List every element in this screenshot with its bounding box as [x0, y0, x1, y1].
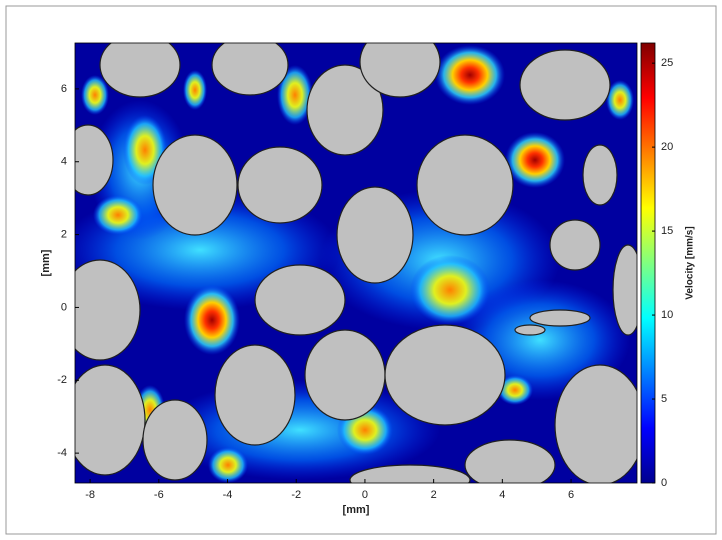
- plot-frame: [74, 42, 638, 484]
- x-tick-label: -2: [291, 489, 301, 501]
- y-tick-label: 2: [61, 228, 67, 240]
- colorbar-tick-label: 25: [661, 57, 673, 69]
- colorbar-tick-label: 0: [661, 477, 667, 489]
- grains: [75, 43, 637, 483]
- x-axis-label: [mm]: [343, 504, 370, 516]
- colorbar-tick-label: 20: [661, 141, 673, 153]
- y-tick-label: 4: [61, 156, 67, 168]
- x-tick-label: 4: [499, 489, 505, 501]
- colorbar-label: Velocity [mm/s]: [685, 226, 696, 299]
- colorbar: [640, 42, 656, 484]
- y-axis-label: [mm]: [40, 249, 52, 276]
- x-tick-label: 6: [568, 489, 574, 501]
- y-tick-label: -4: [57, 447, 67, 459]
- x-tick-label: -6: [154, 489, 164, 501]
- colorbar-tick-label: 10: [661, 309, 673, 321]
- x-tick-label: 0: [362, 489, 368, 501]
- x-tick-label: -4: [223, 489, 233, 501]
- y-tick-label: 6: [61, 83, 67, 95]
- y-tick-label: -2: [57, 374, 67, 386]
- colorbar-tick-label: 5: [661, 393, 667, 405]
- velocity-field: [75, 43, 637, 483]
- x-tick-label: -8: [85, 489, 95, 501]
- colorbar-tick-label: 15: [661, 225, 673, 237]
- x-tick-label: 2: [431, 489, 437, 501]
- y-tick-label: 0: [61, 301, 67, 313]
